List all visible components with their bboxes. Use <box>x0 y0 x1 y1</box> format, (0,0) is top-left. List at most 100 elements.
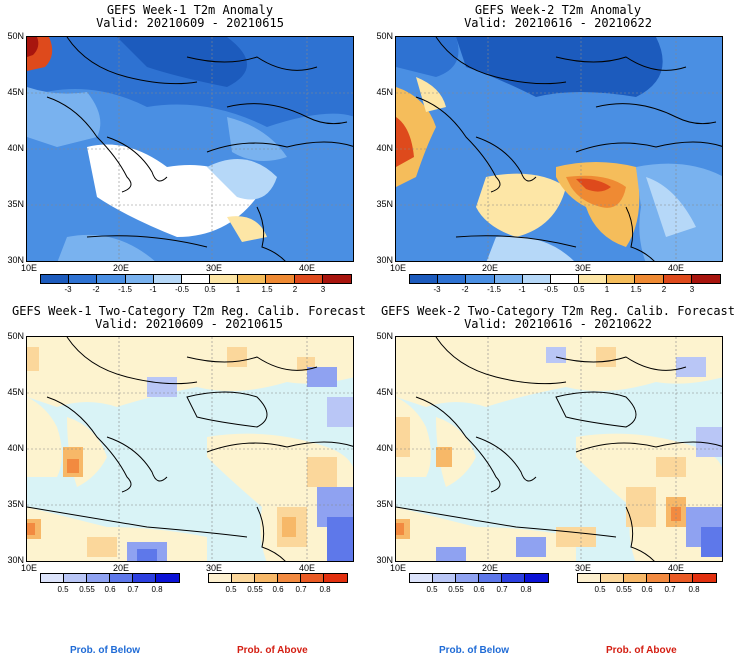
panel4-below-colorbar <box>409 573 549 583</box>
panel1-lat-45n: 45N <box>7 87 24 97</box>
panel3-lon-30e: 30E <box>205 563 222 573</box>
p2-cb-label: 3 <box>689 285 695 294</box>
panel4-lat-45n: 45N <box>376 387 393 397</box>
colorbar-swatch <box>670 574 693 582</box>
p4-above-label: 0.5 <box>594 585 606 594</box>
panel3-title: GEFS Week-1 Two-Category T2m Reg. Calib.… <box>8 305 370 331</box>
colorbar-swatch <box>433 574 456 582</box>
colorbar-swatch <box>87 574 110 582</box>
p3-above-label: 0.5 <box>225 585 237 594</box>
legend-prob-above-left: Prob. of Above <box>237 645 308 656</box>
p1-cb-label: 1.5 <box>261 285 273 294</box>
panel1-title: GEFS Week-1 T2m Anomaly Valid: 20210609 … <box>10 4 370 30</box>
panel2-lon-20e: 20E <box>481 263 498 273</box>
panel2-lat-45n: 45N <box>376 87 393 97</box>
p1-cb-label: -1.5 <box>118 285 132 294</box>
panel3-lon-40e: 40E <box>298 563 315 573</box>
colorbar-swatch <box>522 275 551 283</box>
colorbar-swatch <box>466 275 495 283</box>
colorbar-swatch <box>181 275 211 283</box>
panel1-lon-20e: 20E <box>112 263 129 273</box>
colorbar-swatch <box>69 275 98 283</box>
p3-above-label: 0.6 <box>272 585 284 594</box>
colorbar-swatch <box>502 574 525 582</box>
colorbar-swatch <box>579 275 608 283</box>
p4-below-label: 0.8 <box>520 585 532 594</box>
p1-cb-label: -1 <box>149 285 157 294</box>
panel1-title-line1: GEFS Week-1 T2m Anomaly <box>106 3 274 17</box>
colorbar-swatch <box>324 574 347 582</box>
panel2-lon-40e: 40E <box>667 263 684 273</box>
p2-cb-label: 1 <box>604 285 610 294</box>
panel2-lat-50n: 50N <box>376 31 393 41</box>
panel2-title-line2: Valid: 20210616 - 20210622 <box>464 16 652 30</box>
panel1-anomaly-colorbar <box>40 274 352 284</box>
panel2-anomaly-colorbar <box>409 274 721 284</box>
panel3-lat-30n: 30N <box>7 555 24 565</box>
p4-above-label: 0.6 <box>641 585 653 594</box>
p2-cb-label: 1.5 <box>630 285 642 294</box>
panel3-below-colorbar <box>40 573 180 583</box>
colorbar-swatch <box>624 574 647 582</box>
p3-above-label: 0.8 <box>319 585 331 594</box>
colorbar-swatch <box>479 574 502 582</box>
panel4-lon-30e: 30E <box>574 563 591 573</box>
p1-cb-label: 0.5 <box>204 285 216 294</box>
colorbar-swatch <box>209 574 232 582</box>
p4-above-label: 0.55 <box>616 585 632 594</box>
p1-cb-label: 3 <box>320 285 326 294</box>
panel4-lon-10e: 10E <box>389 563 406 573</box>
colorbar-swatch <box>210 275 239 283</box>
colorbar-swatch <box>266 275 295 283</box>
panel3-lon-20e: 20E <box>112 563 129 573</box>
panel4-lat-35n: 35N <box>376 499 393 509</box>
colorbar-swatch <box>232 574 255 582</box>
p2-cb-label: 2 <box>661 285 667 294</box>
panel2-lon-30e: 30E <box>574 263 591 273</box>
panel3-lat-35n: 35N <box>7 499 24 509</box>
colorbar-swatch <box>607 275 636 283</box>
colorbar-swatch <box>410 275 439 283</box>
panel3-lat-45n: 45N <box>7 387 24 397</box>
colorbar-swatch <box>550 275 580 283</box>
colorbar-swatch <box>693 574 716 582</box>
panel4-above-colorbar <box>577 573 717 583</box>
p1-cb-label: -0.5 <box>175 285 189 294</box>
panel1-lat-40n: 40N <box>7 143 24 153</box>
colorbar-swatch <box>663 275 692 283</box>
panel3-lon-10e: 10E <box>20 563 37 573</box>
colorbar-swatch <box>41 275 70 283</box>
p4-below-label: 0.6 <box>473 585 485 594</box>
panel1-lon-10e: 10E <box>20 263 37 273</box>
panel4-lat-50n: 50N <box>376 331 393 341</box>
colorbar-swatch <box>601 574 624 582</box>
panel1-lon-40e: 40E <box>298 263 315 273</box>
colorbar-swatch <box>438 275 467 283</box>
p2-cb-label: -1.5 <box>487 285 501 294</box>
p2-cb-label: -3 <box>433 285 441 294</box>
colorbar-swatch <box>255 574 278 582</box>
panel2-title: GEFS Week-2 T2m Anomaly Valid: 20210616 … <box>378 4 738 30</box>
panel4-map <box>395 336 723 562</box>
p4-below-label: 0.5 <box>426 585 438 594</box>
panel2-lat-40n: 40N <box>376 143 393 153</box>
p1-cb-label: 2 <box>292 285 298 294</box>
panel3-above-colorbar <box>208 573 348 583</box>
colorbar-swatch <box>41 574 64 582</box>
colorbar-swatch <box>525 574 548 582</box>
p3-above-label: 0.55 <box>247 585 263 594</box>
p1-cb-label: -3 <box>64 285 72 294</box>
panel2-title-line1: GEFS Week-2 T2m Anomaly <box>474 3 642 17</box>
panel1-title-line2: Valid: 20210609 - 20210615 <box>96 16 284 30</box>
panel4-lat-40n: 40N <box>376 443 393 453</box>
colorbar-swatch <box>64 574 87 582</box>
panel3-map <box>26 336 354 562</box>
panel1-lat-50n: 50N <box>7 31 24 41</box>
panel2-map <box>395 36 723 262</box>
p1-cb-label: 1 <box>235 285 241 294</box>
colorbar-swatch <box>133 574 156 582</box>
panel4-title-line2: Valid: 20210616 - 20210622 <box>464 317 652 331</box>
colorbar-swatch <box>691 275 720 283</box>
p4-below-label: 0.55 <box>448 585 464 594</box>
p1-cb-label: -2 <box>92 285 100 294</box>
